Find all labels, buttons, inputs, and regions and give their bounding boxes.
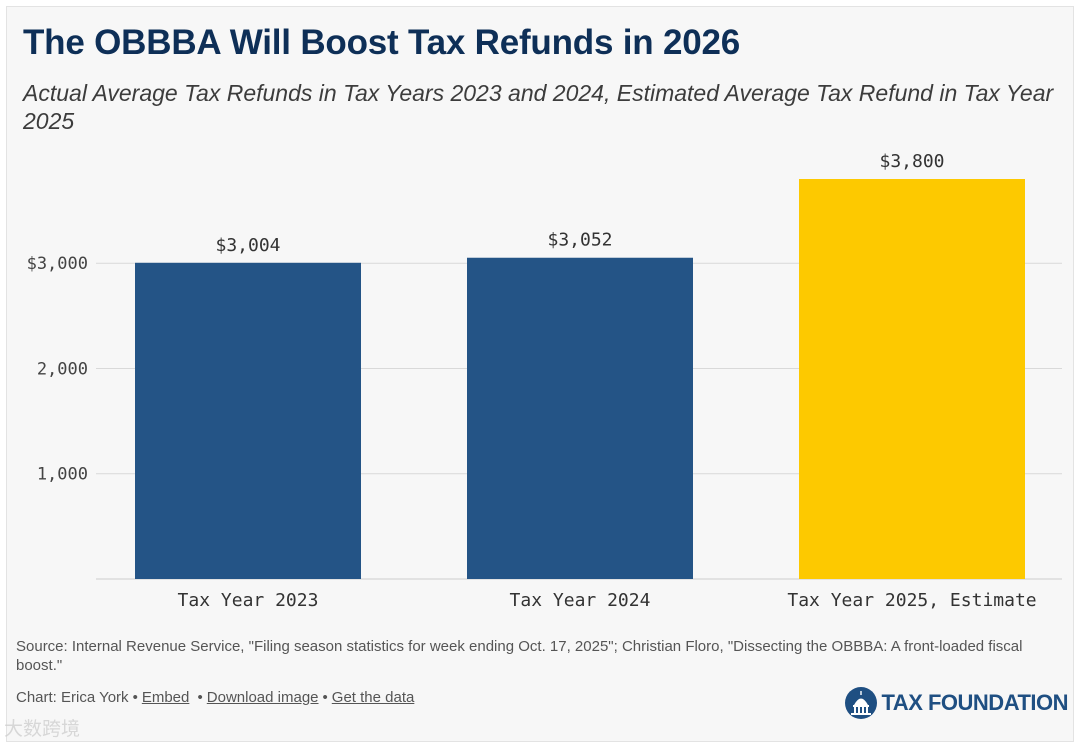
source-note: Source: Internal Revenue Service, "Filin… [16,638,1023,674]
footer-links: Chart: Erica York • Embed • Download image •… [16,689,414,706]
bar [135,262,361,579]
bar-chart: 1,000 2,000 $3,000 $3,004 Tax Year 2023 $3,05… [27,151,1062,611]
embed-link[interactable]: Embed [141,689,190,706]
bar [467,257,693,579]
y-tick-label: 2,000 [37,359,88,379]
separator: • [132,689,138,706]
bar [799,179,1025,579]
y-tick-label: $3,000 [27,254,88,274]
x-tick-label: Tax Year 2025, Estimate [787,590,1036,611]
watermark: 大数跨境 [4,718,81,740]
x-tick-label: Tax Year 2023 [178,590,319,611]
data-label: $3,800 [879,151,944,172]
get-data-link[interactable]: Get the data [331,689,415,706]
y-tick-label: 1,000 [37,465,88,485]
chart-subtitle: Actual Average Tax Refunds in Tax Years … [23,80,1054,134]
capitol-dome-icon [844,687,877,719]
chart-title: The OBBBA Will Boost Tax Refunds in 2026 [23,23,741,62]
data-label: $3,052 [547,230,612,251]
tax-foundation-logo[interactable]: TAX FOUNDATION [844,686,1069,720]
logo-text: TAX FOUNDATION [881,690,1069,715]
separator: • [193,689,203,706]
download-image-link[interactable]: Download image [206,689,319,706]
chart-credit: Chart: Erica York [16,689,129,706]
data-label: $3,004 [215,235,280,256]
separator: • [322,689,328,706]
x-tick-label: Tax Year 2024 [510,590,651,611]
